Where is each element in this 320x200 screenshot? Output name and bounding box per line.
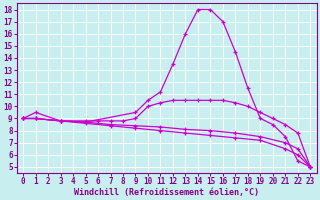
X-axis label: Windchill (Refroidissement éolien,°C): Windchill (Refroidissement éolien,°C) <box>74 188 259 197</box>
